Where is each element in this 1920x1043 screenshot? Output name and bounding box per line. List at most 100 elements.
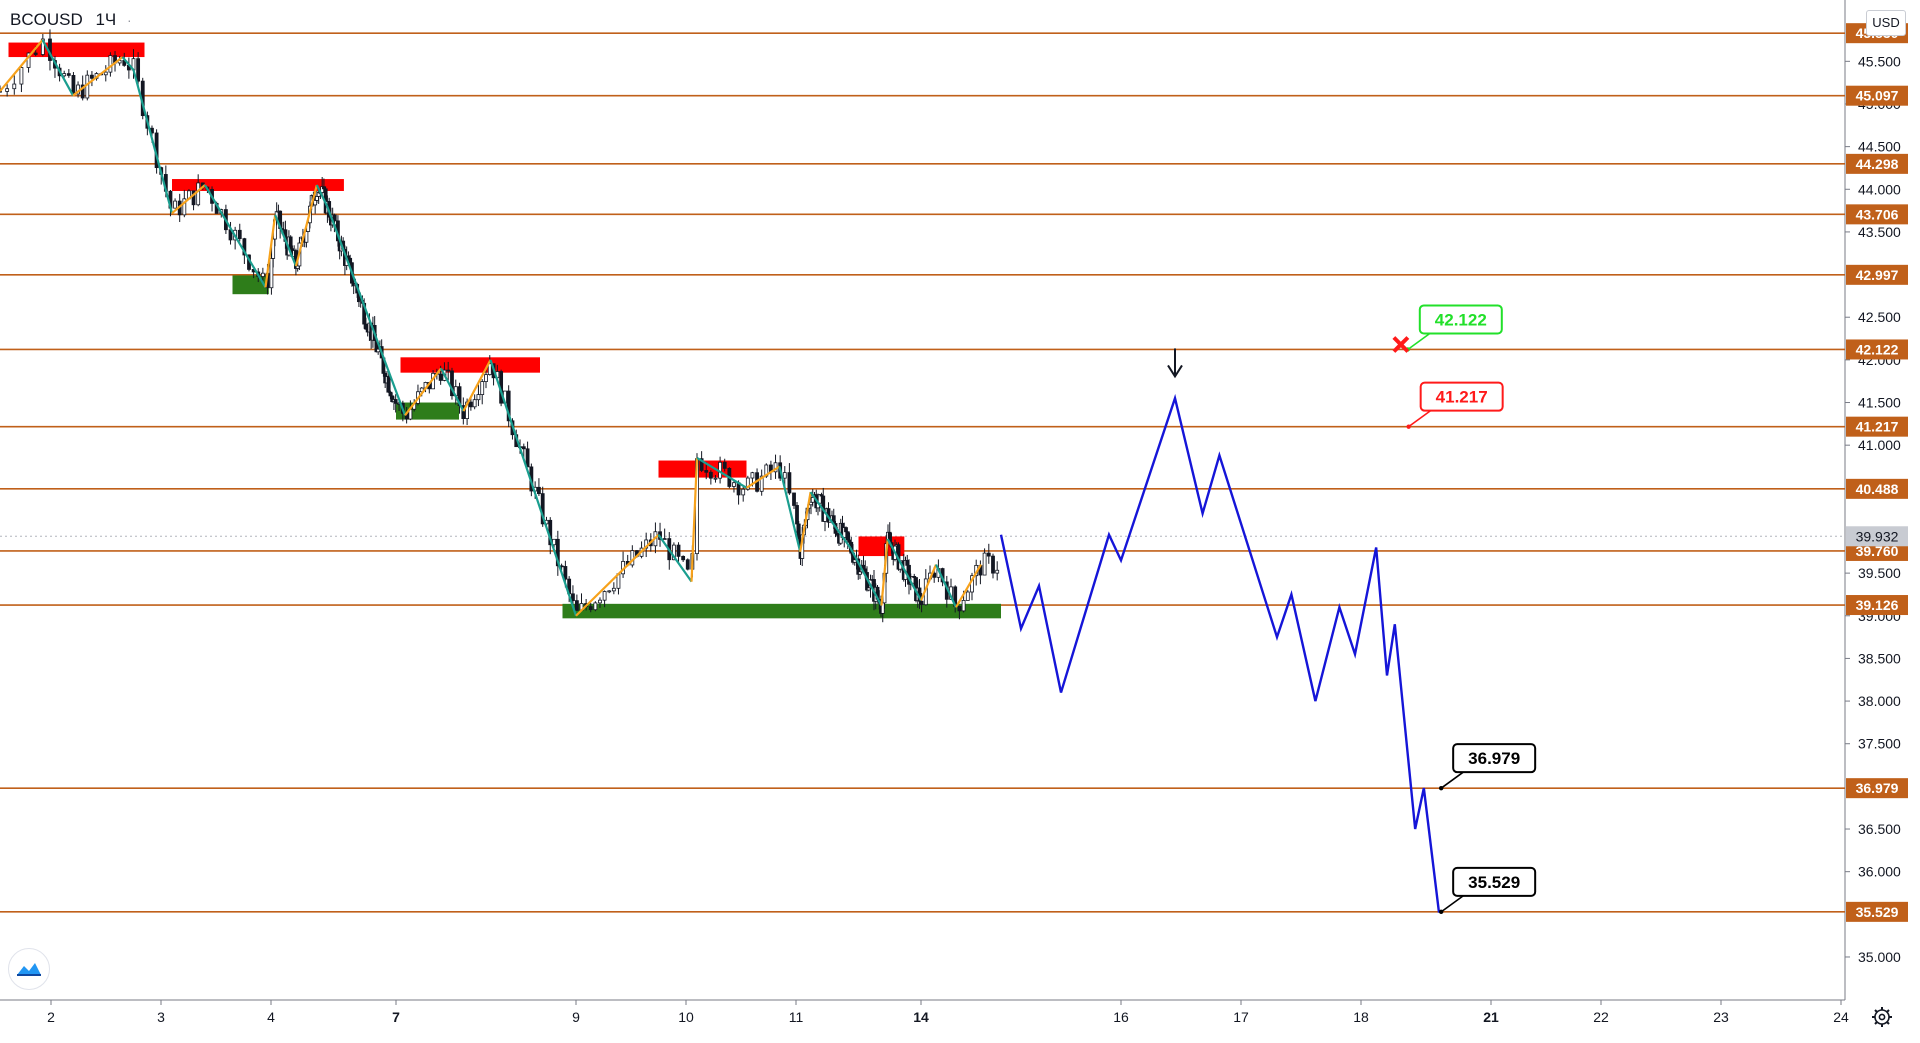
candle-body <box>741 488 746 496</box>
callout-box[interactable] <box>1452 866 1537 897</box>
down-leg[interactable] <box>696 457 748 489</box>
down-leg[interactable] <box>41 39 74 96</box>
settings-gear-icon[interactable] <box>1870 1005 1894 1029</box>
up-leg[interactable] <box>799 491 812 552</box>
candle-body <box>364 323 368 330</box>
price-tick-label: 39.500 <box>1858 565 1901 581</box>
price-tick-label: 37.500 <box>1858 736 1901 752</box>
callout-anchor <box>1438 909 1444 915</box>
candle-body <box>260 272 265 277</box>
callout-box[interactable] <box>1452 743 1537 774</box>
candle-body <box>792 492 796 506</box>
up-leg[interactable] <box>745 465 781 489</box>
down-leg[interactable] <box>132 69 174 214</box>
entry-arrow-icon[interactable] <box>1167 348 1183 379</box>
up-leg[interactable] <box>575 533 660 617</box>
level-price-label: 35.529 <box>1856 904 1899 920</box>
down-leg[interactable] <box>121 56 135 71</box>
level-price-label: 39.126 <box>1856 597 1899 613</box>
down-leg[interactable] <box>657 534 693 583</box>
candle-body <box>555 538 560 567</box>
level-price-tag <box>1846 778 1908 799</box>
candle-body <box>468 401 473 408</box>
up-leg[interactable] <box>72 56 124 97</box>
up-leg[interactable] <box>919 564 938 601</box>
candle-body <box>438 373 443 381</box>
down-leg[interactable] <box>809 491 852 549</box>
candle-body <box>704 470 709 473</box>
down-leg[interactable] <box>315 184 329 207</box>
down-leg[interactable] <box>440 367 465 412</box>
up-leg[interactable] <box>880 538 889 606</box>
time-tick-label: 23 <box>1713 1009 1729 1025</box>
candle-body <box>685 559 690 570</box>
down-leg[interactable] <box>326 205 407 416</box>
callout-box[interactable] <box>1419 381 1504 412</box>
up-leg[interactable] <box>462 359 492 412</box>
stop-cross-icon[interactable] <box>1392 336 1410 353</box>
tradingview-logo-icon[interactable] <box>8 948 50 990</box>
level-price-tag <box>1846 901 1908 922</box>
time-tick-label: 21 <box>1483 1009 1499 1025</box>
callout-label: 41.217 <box>1436 388 1488 407</box>
symbol-header[interactable]: BCOUSD 1Ч · <box>10 10 132 30</box>
candle-body <box>919 600 924 606</box>
resistance-zone[interactable] <box>400 357 541 373</box>
up-leg[interactable] <box>294 184 318 267</box>
callout-pointer <box>1440 895 1464 913</box>
candle-body <box>982 552 987 576</box>
candle-body <box>957 605 962 612</box>
up-leg[interactable] <box>0 39 44 92</box>
callout-box[interactable] <box>1418 304 1503 335</box>
support-zone[interactable] <box>562 603 1002 619</box>
candle-body <box>12 83 17 90</box>
level-price-tag <box>1846 153 1908 174</box>
down-leg[interactable] <box>204 184 267 288</box>
down-leg[interactable] <box>778 466 802 553</box>
up-leg[interactable] <box>264 214 277 288</box>
candle-body <box>315 196 319 201</box>
time-tick-label: 9 <box>572 1009 580 1025</box>
level-price-tag <box>1846 339 1908 360</box>
projection-path[interactable] <box>999 393 1441 913</box>
currency-button[interactable]: USD <box>1866 10 1906 36</box>
candle-body <box>602 591 607 601</box>
time-tick-label: 16 <box>1113 1009 1129 1025</box>
up-leg[interactable] <box>171 184 206 214</box>
candle-body <box>708 471 713 479</box>
up-leg[interactable] <box>690 457 699 582</box>
support-zone[interactable] <box>232 275 269 295</box>
candle-body <box>521 446 526 450</box>
candle-body <box>237 229 242 240</box>
candle-body <box>269 257 274 289</box>
candle-body <box>844 527 848 533</box>
status-dot-icon: · <box>127 12 132 28</box>
candle-body <box>393 399 398 404</box>
price-tick-label: 44.500 <box>1858 139 1901 155</box>
candle-body <box>611 587 616 592</box>
down-leg[interactable] <box>849 547 883 607</box>
resistance-zone[interactable] <box>172 179 344 191</box>
stop-cross-stroke <box>1392 336 1410 353</box>
candle-body <box>593 602 598 611</box>
candle-body <box>782 472 787 479</box>
down-leg[interactable] <box>935 564 957 608</box>
candle-body <box>796 523 801 539</box>
candle-body <box>288 236 293 250</box>
candle-body <box>745 477 750 490</box>
current-price-tag <box>1846 526 1908 547</box>
up-leg[interactable] <box>404 367 442 416</box>
candle-body <box>759 475 764 492</box>
candle-body <box>103 71 108 76</box>
callout-pointer <box>1408 410 1432 428</box>
callout-pointer <box>1440 771 1464 789</box>
price-tick-label: 41.500 <box>1858 395 1901 411</box>
down-leg[interactable] <box>886 538 922 601</box>
candle-body <box>995 569 1000 574</box>
candle-body <box>450 370 454 397</box>
up-leg[interactable] <box>955 564 982 608</box>
down-leg[interactable] <box>274 214 298 267</box>
down-leg[interactable] <box>489 359 578 617</box>
